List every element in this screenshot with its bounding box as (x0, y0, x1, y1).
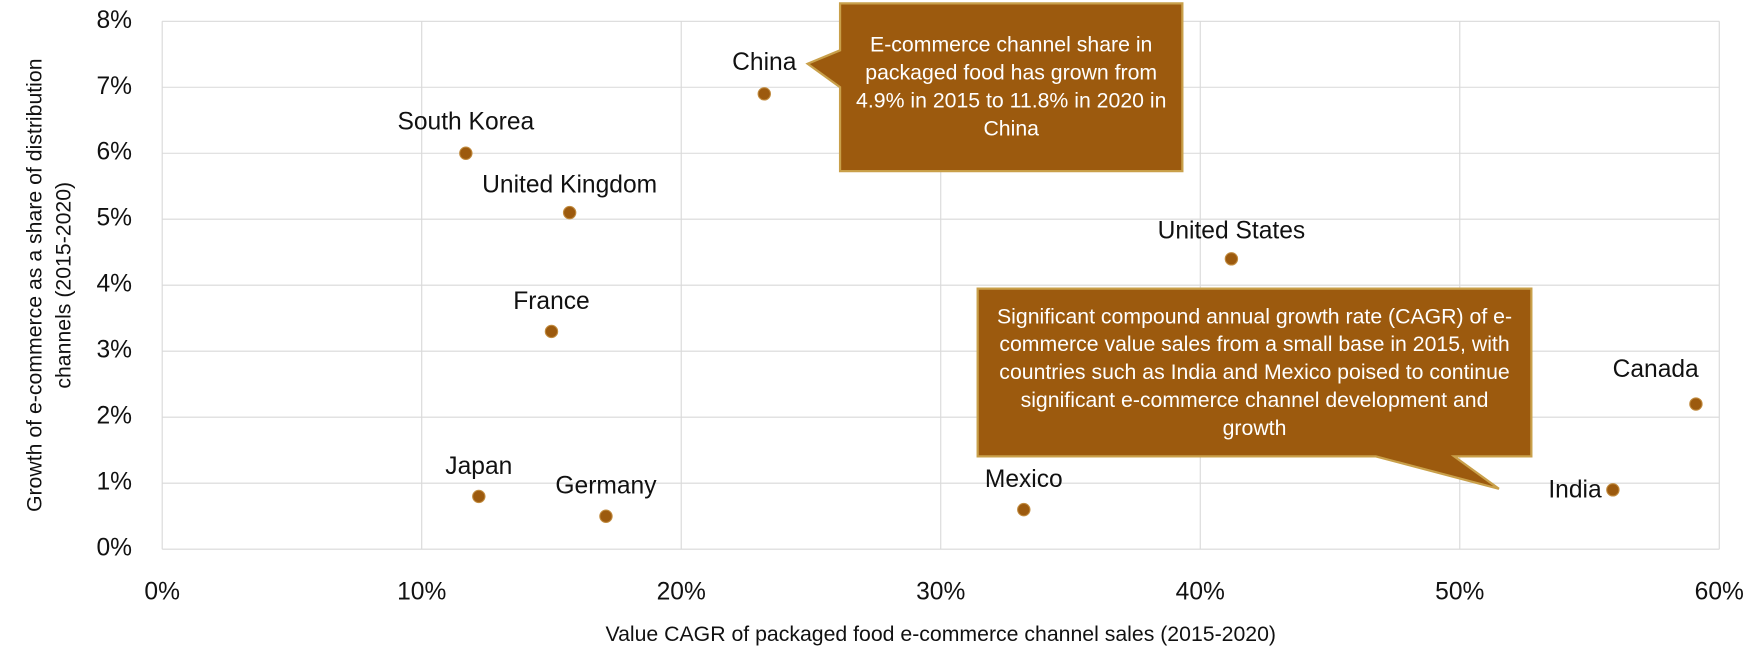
point-label: China (732, 49, 797, 76)
y-tick-label: 3% (96, 337, 132, 364)
x-tick-label: 50% (1435, 578, 1484, 605)
point-label: India (1548, 476, 1602, 503)
x-tick-label: 20% (657, 578, 706, 605)
point-label: Mexico (985, 466, 1063, 493)
point (1017, 502, 1031, 517)
point (599, 509, 613, 523)
y-tick-label: 4% (96, 271, 132, 298)
point-label: United States (1158, 217, 1306, 244)
y-tick-label: 2% (96, 403, 132, 430)
callout: E-commerce channel share in packaged foo… (856, 33, 1167, 141)
x-tick-label: 40% (1176, 578, 1225, 605)
point-label: Germany (555, 473, 657, 500)
callout-box (976, 287, 1533, 490)
x-tick-label: 30% (916, 578, 965, 605)
y-tick-label: 6% (96, 139, 132, 166)
point-label: Canada (1613, 356, 1699, 383)
callout-text: E-commerce channel share in packaged foo… (856, 33, 1167, 141)
point (1689, 397, 1703, 411)
y-tick-label: 8% (96, 7, 132, 34)
y-tick-label: 7% (96, 73, 132, 100)
point-label: South Korea (397, 109, 534, 136)
x-tick-label: 0% (144, 578, 180, 605)
point (562, 205, 577, 220)
callout: Significant compound annual growth rate … (996, 304, 1513, 441)
grid (161, 20, 1720, 550)
point-label: Japan (445, 453, 512, 480)
x-tick-label: 60% (1695, 578, 1744, 605)
x-tick-label: 10% (397, 578, 446, 605)
y-tick-label: 1% (96, 469, 132, 496)
y-axis-title: Growth of e-commerce as a share of distr… (23, 58, 77, 513)
point (1224, 252, 1239, 266)
y-tick-label: 5% (96, 205, 132, 232)
x-axis-title: Value CAGR of packaged food e-commerce c… (605, 622, 1276, 646)
y-tick-label: 0% (96, 535, 132, 562)
point (544, 324, 559, 339)
point (757, 87, 771, 101)
point-label: France (513, 288, 590, 315)
callout-text: Significant compound annual growth rate … (996, 304, 1513, 441)
point (472, 489, 486, 504)
callout-box (805, 2, 1184, 173)
point (459, 146, 473, 160)
point (1606, 483, 1620, 497)
point-label: United Kingdom (482, 171, 657, 198)
